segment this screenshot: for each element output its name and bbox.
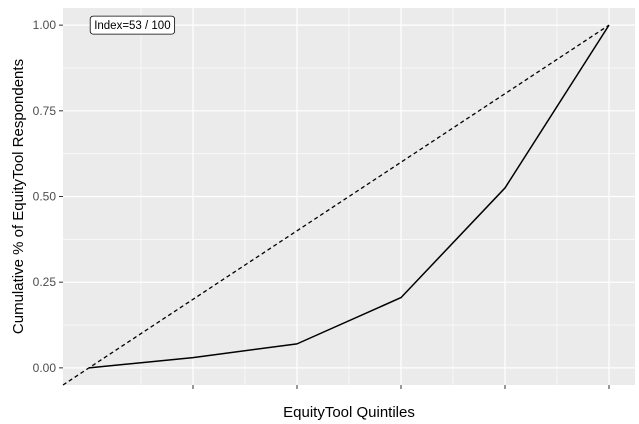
y-tick-label: 0.25: [33, 275, 57, 289]
minor-gridlines: [63, 8, 635, 385]
equality-reference-line: [62, 24, 610, 386]
y-tick-label: 0.75: [33, 104, 57, 118]
major-gridlines: [63, 8, 635, 385]
index-annotation-box: [89, 15, 176, 35]
y-tick-label: 0.00: [33, 361, 57, 375]
y-axis-title: Cumulative % of EquityTool Respondents: [10, 59, 27, 334]
index-annotation-text: Index=53 / 100: [94, 20, 170, 32]
y-tick-label: 0.50: [33, 190, 57, 204]
axis-tick-labels: 0.00 0.25 0.50 0.75 1.00: [33, 18, 57, 375]
axis-ticks: [59, 24, 610, 389]
index-annotation: Index=53 / 100: [89, 15, 176, 35]
y-tick-label: 1.00: [33, 18, 57, 32]
x-axis-title: EquityTool Quintiles: [283, 404, 415, 421]
cumulative-series-line: [88, 24, 610, 369]
